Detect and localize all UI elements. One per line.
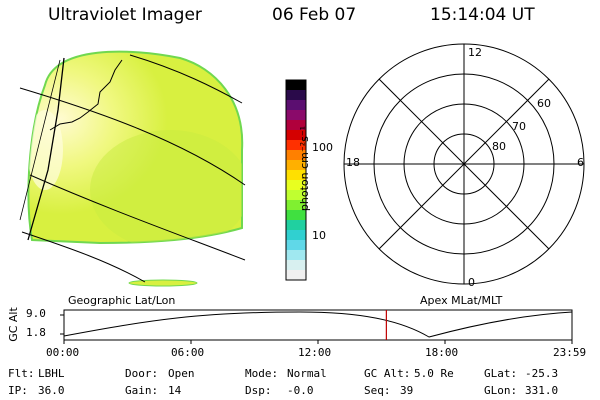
info-door-label: Door: (125, 367, 159, 380)
time-tick-4: 23:59 (553, 346, 587, 359)
colorbar-segment (286, 80, 306, 91)
time-tick-3: 18:00 (425, 346, 459, 359)
polar-plot (343, 43, 585, 285)
info-glat-value: -25.3 (525, 367, 559, 380)
time-tick-0: 00:00 (46, 346, 80, 359)
colorbar-segment (286, 110, 306, 121)
uv-image (19, 50, 246, 287)
colorbar-segment (286, 180, 306, 191)
info-glat-label: GLat: (484, 367, 518, 380)
colorbar-segment (286, 190, 306, 201)
lat-label-80: 80 (492, 140, 506, 153)
time-tick-2: 12:00 (298, 346, 332, 359)
colorbar-segment (286, 210, 306, 221)
colorbar-segment (286, 230, 306, 241)
colorbar-unit-label: photon cm⁻²s⁻¹ (298, 125, 312, 212)
colorbar-segment (286, 100, 306, 111)
info-door-value: Open (168, 367, 195, 380)
info-gain-value: 14 (168, 384, 182, 397)
altitude-panel (60, 309, 573, 344)
mlt-label-6: 6 (577, 156, 584, 169)
colorbar-segment (286, 270, 306, 281)
lat-label-70: 70 (512, 120, 526, 133)
colorbar-segment (286, 150, 306, 161)
info-glon-value: 331.0 (525, 384, 559, 397)
colorbar-segment (286, 200, 306, 211)
colorbar-segment (286, 120, 306, 131)
geographic-title: Geographic Lat/Lon (68, 294, 176, 307)
info-filter-label: Flt: (8, 367, 35, 380)
info-mode-label: Mode: (245, 367, 279, 380)
mlt-label-0: 0 (468, 276, 475, 289)
colorbar-segment (286, 130, 306, 141)
colorbar-segment (286, 90, 306, 101)
colorbar-segment (286, 170, 306, 181)
colorbar-frame (285, 79, 307, 281)
info-ip-value: 36.0 (38, 384, 65, 397)
altitude-axis-label: GC Alt (6, 307, 20, 342)
info-glon-label: GLon: (484, 384, 518, 397)
mlt-label-12: 12 (468, 46, 482, 59)
colorbar (285, 79, 307, 281)
altitude-tick-high: 9.0 (26, 307, 46, 320)
apex-title: Apex MLat/MLT (420, 294, 503, 307)
info-dsp-value: -0.0 (287, 384, 314, 397)
colorbar-segment (286, 240, 306, 251)
altitude-tick-low: 1.8 (26, 326, 46, 339)
colorbar-tick-10: 10 (312, 229, 326, 242)
lat-label-60: 60 (537, 97, 551, 110)
info-ip-label: IP: (8, 384, 28, 397)
info-seq-value: 39 (400, 384, 414, 397)
mlt-label-18: 18 (346, 156, 360, 169)
colorbar-segment (286, 260, 306, 271)
colorbar-segment (286, 160, 306, 171)
date-label: 06 Feb 07 (272, 5, 357, 25)
info-dsp-label: Dsp: (245, 384, 272, 397)
info-mode-value: Normal (287, 367, 327, 380)
colorbar-segment (286, 140, 306, 151)
info-seq-label: Seq: (364, 384, 391, 397)
info-gc-alt-value: 5.0 Re (414, 367, 454, 380)
info-gc-alt-label: GC Alt: (364, 367, 411, 380)
colorbar-segment (286, 250, 306, 261)
time-tick-1: 06:00 (171, 346, 205, 359)
info-gain-label: Gain: (125, 384, 159, 397)
info-filter-value: LBHL (38, 367, 65, 380)
instrument-title: Ultraviolet Imager (48, 5, 202, 25)
time-label: 15:14:04 UT (430, 5, 535, 25)
colorbar-segment (286, 220, 306, 231)
colorbar-tick-100: 100 (312, 141, 333, 154)
